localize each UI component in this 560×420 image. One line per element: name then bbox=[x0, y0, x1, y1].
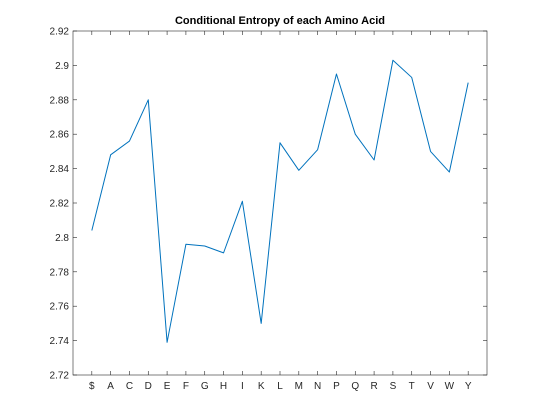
y-tick-label: 2.78 bbox=[50, 267, 70, 278]
y-tick-label: 2.76 bbox=[50, 302, 70, 313]
y-tick-label: 2.92 bbox=[50, 27, 70, 38]
y-axis: 2.72 2.74 2.76 2.78 2.8 2.82 2.84 2.86 2.88 2.9 2.… bbox=[50, 27, 487, 382]
x-tick-label: P bbox=[333, 381, 340, 392]
chart-title: Conditional Entropy of each Amino Acid bbox=[175, 15, 385, 27]
x-tick-label: W bbox=[445, 381, 455, 392]
series-layer bbox=[91, 59, 469, 343]
x-tick-label: D bbox=[145, 381, 152, 392]
x-tick-label: N bbox=[314, 381, 321, 392]
x-tick-label: $ bbox=[89, 381, 95, 392]
x-tick-label: I bbox=[241, 381, 244, 392]
x-tick-label: G bbox=[201, 381, 209, 392]
x-tick-label: H bbox=[220, 381, 227, 392]
x-tick-label: K bbox=[258, 381, 265, 392]
y-tick-label: 2.86 bbox=[50, 130, 70, 141]
x-axis: $ A C D E F G H I K L M N P Q R S T V W Y bbox=[89, 31, 472, 392]
x-tick-label: Q bbox=[351, 381, 359, 392]
x-tick-label: C bbox=[126, 381, 133, 392]
y-tick-label: 2.8 bbox=[55, 233, 69, 244]
y-tick-label: 2.9 bbox=[55, 61, 69, 72]
x-tick-label: E bbox=[164, 381, 171, 392]
x-tick-label: S bbox=[390, 381, 397, 392]
y-tick-label: 2.84 bbox=[50, 164, 70, 175]
x-tick-label: R bbox=[370, 381, 377, 392]
x-tick-label: F bbox=[183, 381, 189, 392]
x-tick-label: L bbox=[277, 381, 283, 392]
x-tick-label: T bbox=[409, 381, 415, 392]
y-tick-label: 2.74 bbox=[50, 336, 70, 347]
y-tick-label: 2.72 bbox=[50, 371, 70, 382]
x-tick-label: V bbox=[427, 381, 434, 392]
series-line bbox=[91, 59, 469, 343]
x-tick-label: Y bbox=[465, 381, 472, 392]
y-tick-label: 2.88 bbox=[50, 95, 70, 106]
y-tick-label: 2.82 bbox=[50, 199, 70, 210]
x-tick-label: M bbox=[295, 381, 303, 392]
axes-frame bbox=[72, 30, 488, 376]
x-tick-label: A bbox=[107, 381, 114, 392]
